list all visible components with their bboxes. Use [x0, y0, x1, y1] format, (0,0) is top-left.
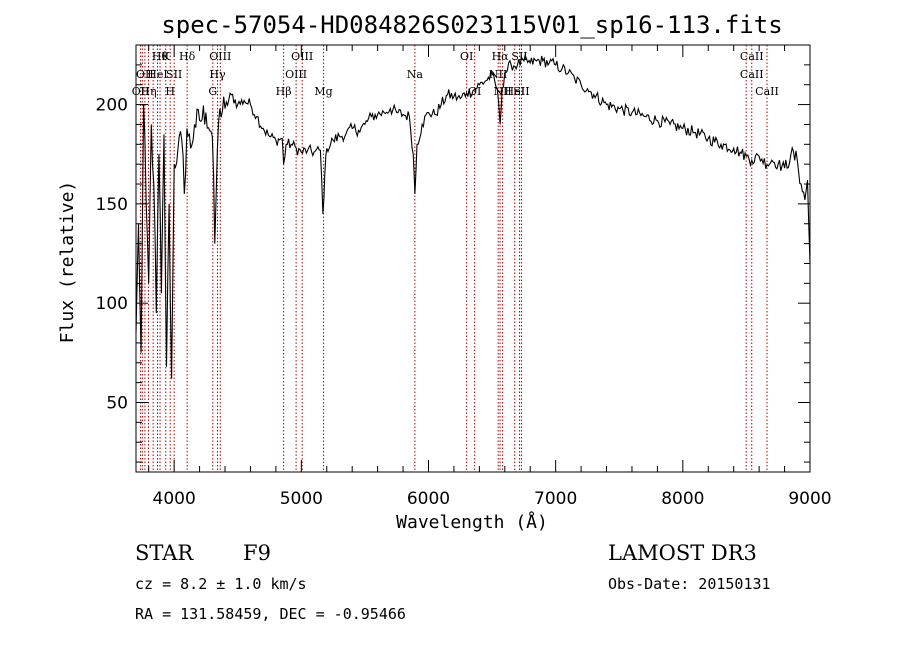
marker-label: OIII: [291, 50, 313, 63]
marker-label: CaII: [755, 85, 779, 98]
y-tick-label: 50: [106, 393, 128, 413]
x-tick-label: 6000: [407, 489, 450, 509]
x-tick-label: 8000: [661, 489, 704, 509]
marker-label: G: [208, 85, 217, 98]
spectral-subclass: F9: [243, 541, 271, 565]
x-axis: 4000 5000 6000 7000 8000 9000: [148, 45, 832, 509]
y-tick-label: 150: [96, 195, 128, 215]
marker-label: OI: [460, 50, 473, 63]
marker-label: HeI: [504, 85, 524, 98]
marker-label: CaII: [740, 50, 764, 63]
marker-label: H: [165, 85, 175, 98]
emission-line-labels: OIIOIIHηHeIHθKHSIIHδGHγOIIIHβOIIIOIIIMgN…: [132, 50, 779, 98]
x-tick-label: 5000: [280, 489, 323, 509]
marker-label: Hθ: [152, 50, 169, 63]
marker-label: Mg: [314, 85, 332, 98]
marker-label: Hδ: [179, 50, 196, 63]
marker-label: Hγ: [209, 68, 226, 81]
marker-label: Hβ: [276, 85, 292, 98]
y-tick-label: 200: [96, 96, 128, 116]
y-axis: 50 100 150 200: [96, 64, 810, 463]
x-tick-label: 7000: [534, 489, 577, 509]
marker-label: OI: [468, 85, 481, 98]
marker-label: Hη: [140, 85, 156, 98]
object-class: STAR: [135, 541, 194, 565]
y-tick-label: 100: [96, 294, 128, 314]
plot-frame: [135, 44, 811, 473]
redshift-cz: cz = 8.2 ± 1.0 km/s: [135, 575, 307, 593]
marker-label: Na: [407, 68, 424, 81]
spectrum-line: [135, 53, 811, 379]
marker-label: CaII: [740, 68, 764, 81]
y-axis-label: Flux (relative): [57, 181, 78, 344]
marker-label: HeI: [147, 68, 167, 81]
x-tick-label: 4000: [153, 489, 196, 509]
marker-label: SII: [513, 85, 529, 98]
emission-line-markers: [140, 45, 768, 472]
survey-name: LAMOST DR3: [608, 541, 757, 565]
marker-label: OIII: [285, 68, 307, 81]
marker-label: Hα: [492, 50, 510, 63]
marker-label: K: [162, 50, 171, 63]
observation-date: Obs-Date: 20150131: [608, 575, 771, 593]
marker-label: OIII: [209, 50, 231, 63]
chart-title: spec-57054-HD084826S023115V01_sp16-113.f…: [161, 11, 782, 39]
x-axis-label: Wavelength (Å): [396, 511, 548, 533]
x-tick-label: 9000: [788, 489, 831, 509]
marker-label: OII: [136, 68, 154, 81]
ra-dec-coordinates: RA = 131.58459, DEC = -0.95466: [135, 605, 406, 623]
marker-label: SII: [166, 68, 182, 81]
